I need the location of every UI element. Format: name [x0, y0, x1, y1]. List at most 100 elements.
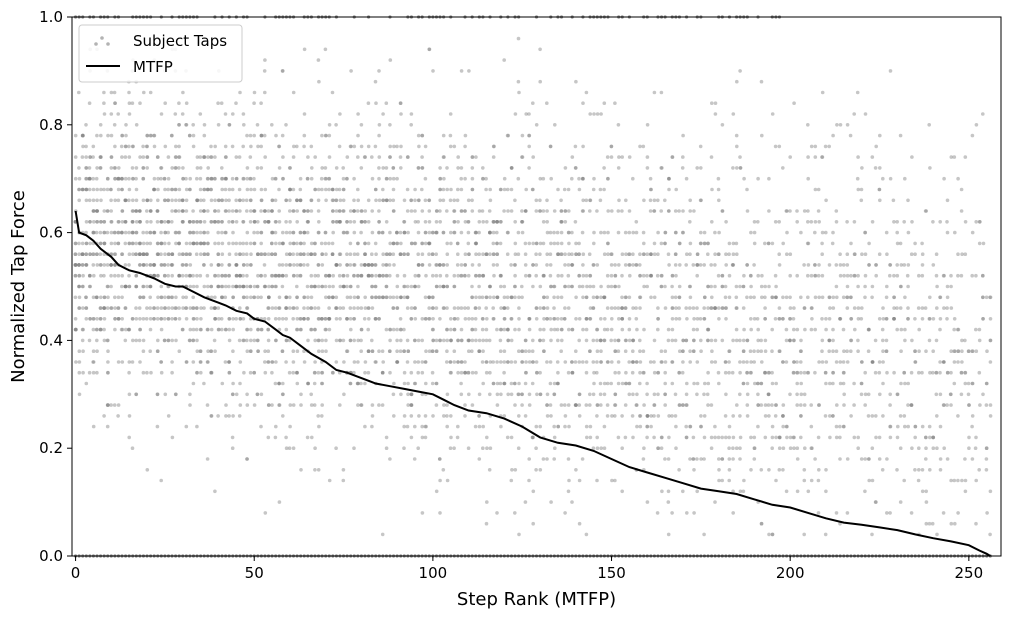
subject-tap-point — [984, 381, 989, 386]
subject-tap-point — [145, 198, 150, 203]
subject-tap-point — [591, 338, 596, 343]
subject-tap-point — [487, 209, 492, 213]
subject-tap-point — [148, 284, 153, 289]
subject-tap-point — [124, 133, 128, 138]
subject-tap-point — [945, 306, 949, 310]
subject-tap-point — [288, 306, 292, 310]
subject-tap-point — [174, 155, 178, 159]
subject-tap-point — [491, 306, 496, 310]
subject-tap-point — [713, 101, 718, 105]
subject-tap-point — [802, 209, 807, 213]
subject-tap-point — [302, 252, 306, 256]
subject-tap-point — [449, 414, 453, 418]
subject-tap-point — [656, 198, 660, 203]
subject-tap-point — [352, 209, 357, 213]
subject-tap-point — [359, 273, 364, 278]
subject-tap-point — [427, 47, 432, 52]
subject-tap-point — [84, 166, 89, 170]
subject-tap-point — [441, 198, 446, 203]
subject-tap-point — [74, 327, 78, 332]
subject-tap-point — [234, 252, 238, 256]
subject-tap-point — [423, 360, 428, 364]
subject-tap-point — [981, 112, 985, 116]
subject-tap-point — [212, 306, 217, 310]
subject-tap-point — [488, 230, 492, 235]
subject-tap-point — [645, 414, 650, 418]
subject-tap-point — [249, 252, 253, 256]
subject-tap-point — [738, 155, 742, 159]
subject-tap-point — [399, 295, 403, 300]
subject-tap-point — [481, 166, 485, 170]
subject-tap-point — [231, 284, 235, 289]
subject-tap-point — [227, 370, 232, 375]
subject-tap-point — [627, 338, 632, 343]
subject-tap-point — [502, 349, 507, 354]
subject-tap-point — [395, 284, 400, 289]
subject-tap-point — [498, 220, 503, 224]
subject-tap-point — [820, 295, 825, 300]
subject-tap-point — [152, 133, 157, 138]
subject-tap-point — [420, 338, 425, 343]
subject-tap-point — [138, 220, 142, 224]
subject-tap-point — [916, 478, 921, 483]
subject-tap-point — [399, 144, 403, 149]
subject-tap-point — [538, 370, 542, 375]
subject-tap-point — [273, 381, 278, 386]
subject-tap-point — [173, 392, 178, 397]
subject-tap-point — [745, 392, 750, 397]
subject-tap-point — [159, 370, 164, 375]
subject-tap-point — [291, 230, 296, 235]
subject-tap-point — [95, 317, 99, 321]
subject-tap-point — [727, 370, 731, 375]
subject-tap-point — [570, 500, 574, 504]
subject-tap-point — [477, 220, 482, 224]
subject-tap-point — [313, 241, 318, 246]
subject-tap-point — [888, 424, 893, 429]
subject-tap-point — [666, 209, 671, 213]
subject-tap-point — [599, 349, 603, 354]
subject-tap-point — [384, 263, 389, 267]
subject-tap-point — [295, 327, 299, 332]
subject-tap-point — [141, 263, 146, 267]
subject-tap-point — [288, 187, 293, 192]
subject-tap-point — [377, 273, 382, 278]
subject-tap-point — [262, 317, 267, 321]
subject-tap-point — [169, 133, 174, 138]
subject-tap-point — [220, 273, 224, 278]
subject-tap-point — [817, 263, 821, 267]
subject-tap-point — [591, 295, 596, 300]
subject-tap-point — [88, 273, 92, 278]
subject-tap-point — [910, 155, 914, 159]
subject-tap-point — [241, 263, 246, 267]
subject-tap-point — [481, 424, 486, 429]
subject-tap-point — [834, 424, 839, 429]
subject-tap-point — [84, 263, 89, 267]
subject-tap-point — [552, 317, 556, 321]
subject-tap-point — [788, 209, 792, 213]
subject-tap-point — [548, 403, 553, 407]
subject-tap-point — [134, 123, 139, 127]
subject-tap-point — [188, 241, 192, 246]
subject-tap-point — [560, 338, 564, 343]
subject-tap-point — [498, 338, 503, 343]
subject-tap-point — [287, 446, 292, 451]
subject-tap-point — [227, 317, 232, 321]
subject-tap-point — [149, 370, 153, 375]
subject-tap-point — [935, 306, 939, 310]
subject-tap-point — [434, 230, 439, 235]
subject-tap-point — [269, 273, 274, 278]
subject-tap-point — [202, 209, 206, 213]
subject-tap-point — [148, 284, 153, 289]
subject-tap-point — [98, 306, 103, 310]
subject-tap-point — [781, 241, 785, 246]
subject-tap-point — [334, 263, 339, 267]
subject-tap-point — [177, 230, 182, 235]
subject-tap-point — [113, 101, 117, 105]
subject-tap-point — [355, 381, 360, 386]
subject-tap-point — [234, 209, 239, 213]
subject-tap-point — [334, 123, 338, 127]
subject-tap-point — [173, 166, 178, 170]
subject-tap-point — [598, 198, 603, 203]
subject-tap-point — [695, 263, 699, 267]
subject-tap-point — [870, 446, 875, 451]
